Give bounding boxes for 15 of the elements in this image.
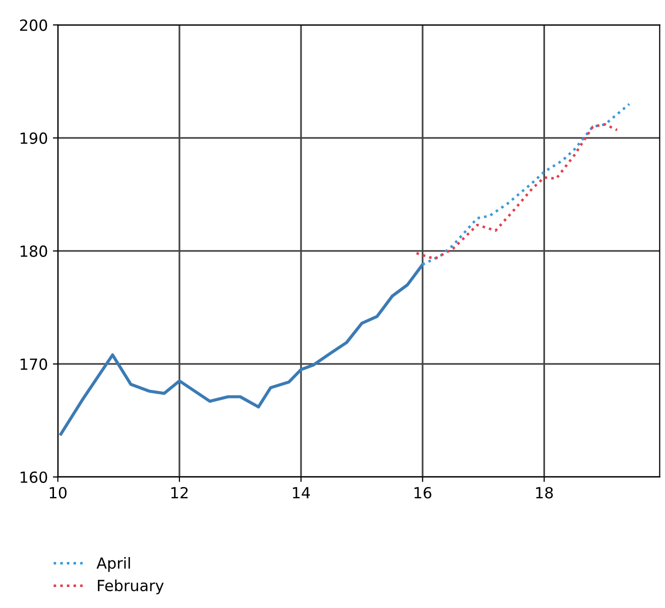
line-series [59, 262, 424, 436]
x-tick-label: 16 [414, 486, 432, 499]
line-series [415, 123, 618, 260]
line-series [421, 102, 631, 266]
x-tick-label: 12 [171, 486, 188, 498]
x-tick-label: 14 [292, 487, 310, 498]
y-tick-label: 160 [20, 471, 48, 483]
y-tick-label: 180 [20, 245, 48, 257]
y-tick-label: 190 [20, 132, 48, 144]
legend-label: April [96, 557, 130, 572]
x-tick-label: 10 [50, 486, 67, 499]
y-tick-label: 170 [20, 358, 48, 370]
x-tick-label: 18 [536, 486, 553, 499]
y-tick-label: 200 [20, 19, 48, 31]
legend-label: February [98, 579, 164, 594]
